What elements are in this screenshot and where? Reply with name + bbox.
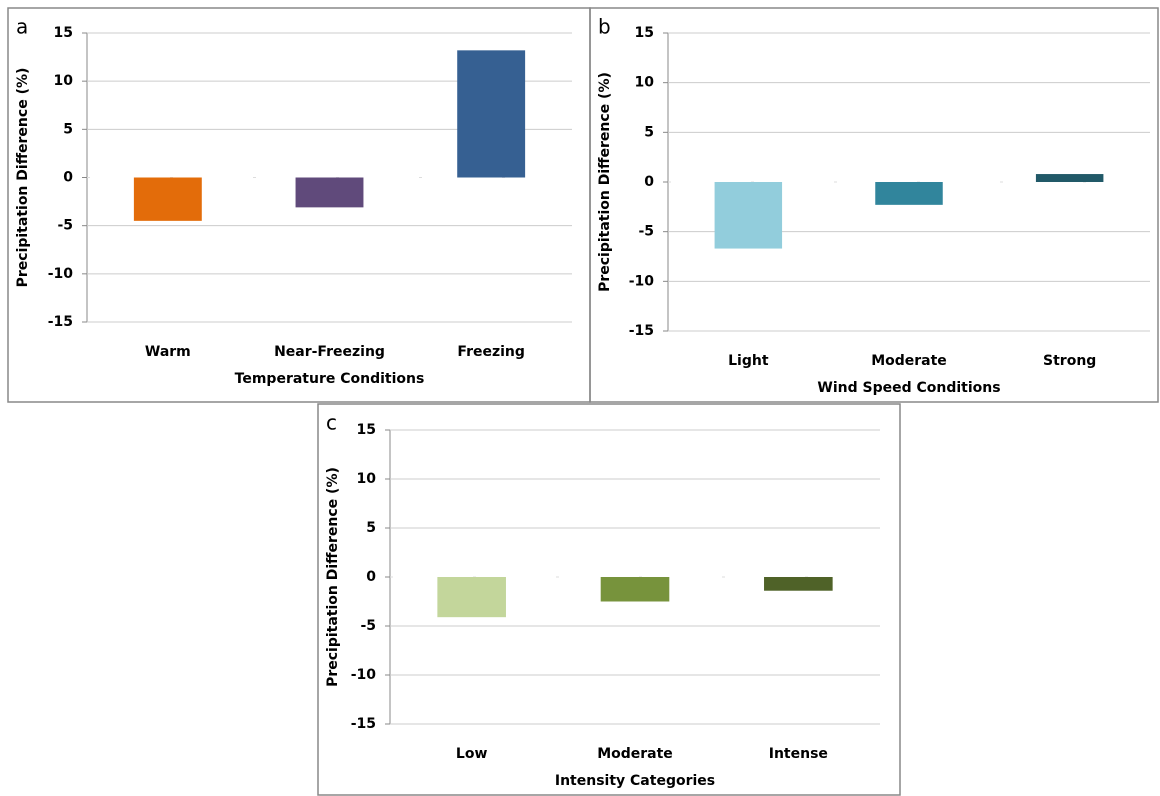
bar	[764, 577, 833, 591]
y-axis-title: Precipitation Difference (%)	[325, 467, 341, 687]
y-tick-label: 5	[366, 520, 376, 536]
y-tick-label: 15	[635, 25, 654, 41]
y-tick-label: 5	[644, 124, 654, 140]
y-tick-label: 10	[635, 75, 655, 91]
x-axis-title: Intensity Categories	[555, 773, 715, 789]
y-tick-label: 0	[366, 569, 376, 585]
bar	[437, 577, 506, 618]
bar	[714, 182, 783, 249]
x-tick-label: Low	[456, 746, 488, 762]
y-tick-label: 0	[644, 174, 654, 190]
y-axis-title: Precipitation Difference (%)	[15, 68, 31, 288]
x-axis-title: Temperature Conditions	[235, 371, 425, 387]
bar	[133, 177, 202, 221]
panel-frame	[317, 403, 901, 796]
y-tick-label: -5	[638, 224, 654, 240]
bar	[295, 177, 364, 208]
x-tick-label: Warm	[145, 344, 191, 360]
bar	[875, 182, 943, 205]
x-axis-title: Wind Speed Conditions	[817, 380, 1000, 396]
panel-label: c	[326, 411, 337, 435]
y-tick-label: 15	[357, 422, 376, 438]
bar	[1035, 174, 1104, 182]
x-tick-label: Near-Freezing	[274, 344, 385, 360]
y-tick-label: 0	[63, 170, 73, 186]
x-tick-label: Light	[728, 353, 769, 369]
y-tick-label: 10	[54, 73, 74, 89]
y-tick-label: -15	[629, 323, 654, 339]
x-tick-label: Strong	[1043, 353, 1096, 369]
y-tick-label: -10	[629, 273, 655, 289]
y-tick-label: -10	[48, 266, 74, 282]
y-tick-label: 5	[63, 121, 73, 137]
y-tick-label: -5	[57, 218, 73, 234]
y-tick-label: 10	[357, 471, 377, 487]
x-tick-label: Moderate	[597, 746, 673, 762]
y-tick-label: -5	[360, 618, 376, 634]
panel-label: a	[16, 15, 28, 39]
panel-frame	[589, 7, 1159, 403]
x-tick-label: Intense	[769, 746, 828, 762]
y-tick-label: -15	[351, 716, 376, 732]
y-axis-title: Precipitation Difference (%)	[597, 72, 613, 292]
panel-label: b	[598, 15, 611, 39]
y-tick-label: -10	[351, 667, 377, 683]
bar	[457, 50, 526, 178]
y-tick-label: -15	[48, 314, 73, 330]
x-tick-label: Freezing	[457, 344, 525, 360]
y-tick-label: 15	[54, 25, 73, 41]
x-tick-label: Moderate	[871, 353, 947, 369]
bar	[600, 577, 670, 602]
